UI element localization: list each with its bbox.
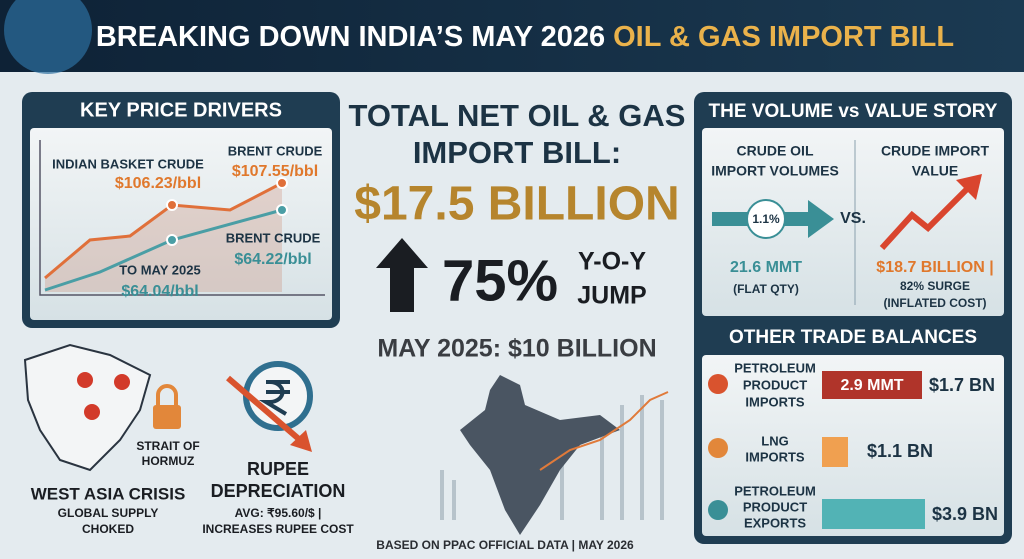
row-label: PETROLEUM (734, 483, 816, 498)
story-inner (702, 128, 1004, 316)
column-heading: VALUE (912, 163, 958, 179)
rupee-text: AVG: ₹95.60/$ | (235, 506, 322, 520)
headline-line: IMPORT BILL: (413, 135, 621, 170)
row-label: IMPORTS (745, 394, 805, 409)
point (276, 204, 288, 216)
source-note: BASED ON PPAC OFFICIAL DATA | MAY 2026 (376, 538, 634, 552)
row-label: PRODUCT (743, 377, 807, 392)
row-value: $1.1 BN (867, 441, 933, 461)
down-arrow-head (290, 430, 312, 452)
decoration (440, 470, 444, 520)
title-main: BREAKING DOWN INDIA’S MAY 2026 (96, 21, 605, 53)
value-note: (INFLATED COST) (883, 296, 986, 310)
trade-inner (702, 355, 1004, 536)
row-label: LNG (761, 433, 788, 448)
row-value: $1.7 BN (929, 375, 995, 395)
row-value: $3.9 BN (932, 504, 998, 524)
point (166, 234, 178, 246)
up-arrow (376, 238, 428, 312)
strait-label: STRAIT OF (136, 439, 199, 453)
column-heading: CRUDE OIL (737, 143, 814, 159)
strait-label: HORMUZ (142, 454, 195, 468)
decoration (620, 405, 624, 520)
crisis-title: WEST ASIA CRISIS (31, 484, 186, 503)
rupee-symbol (258, 380, 290, 416)
decoration (452, 480, 456, 520)
header-band (0, 0, 1024, 72)
globe-icon (4, 0, 92, 74)
row-label: PETROLEUM (734, 360, 816, 375)
crisis-icon (114, 374, 130, 390)
row-icon (708, 438, 728, 458)
row-label: EXPORTS (744, 515, 806, 530)
lock-shackle (156, 384, 178, 405)
price-value: $106.23/bbl (115, 175, 201, 192)
volume-note: (FLAT QTY) (733, 282, 799, 296)
row-label: IMPORTS (745, 449, 805, 464)
row-bar (822, 499, 925, 529)
point (166, 199, 178, 211)
decoration (560, 440, 564, 520)
basket-line (44, 181, 283, 280)
surge-arrow (879, 185, 971, 251)
column-heading: CRUDE IMPORT (881, 143, 990, 159)
header-title: BREAKING DOWN INDIA’S MAY 2026 OIL & GAS … (96, 21, 954, 53)
price-label: TO MAY 2025 (119, 262, 200, 277)
value-note: 82% SURGE (900, 279, 970, 293)
crisis-text: CHOKED (82, 522, 134, 536)
down-arrow (226, 375, 302, 443)
surge-arrow-head (956, 174, 982, 200)
panel-title: OTHER TRADE BALANCES (729, 327, 977, 348)
brent-line (44, 208, 283, 292)
row-label: PRODUCT (743, 499, 807, 514)
trend-line (539, 391, 669, 471)
price-value: $64.04/bbl (121, 283, 198, 300)
row-bar (822, 437, 848, 467)
price-label: BRENT CRUDE (226, 230, 321, 245)
point (276, 177, 288, 189)
previous-bill: MAY 2025: $10 BILLION (377, 335, 656, 363)
decoration (660, 400, 664, 520)
growth-note: Y-O-Y (578, 248, 646, 276)
headline-line: TOTAL NET OIL & GAS (348, 98, 685, 133)
price-value: $107.55/bbl (232, 163, 318, 180)
rupee-text: INCREASES RUPEE COST (202, 522, 354, 536)
market-bars (440, 395, 664, 520)
column-heading: IMPORT VOLUMES (711, 163, 839, 179)
change-badge (746, 199, 786, 239)
crisis-text: GLOBAL SUPPLY (58, 506, 159, 520)
vs-label: VS. (840, 210, 866, 227)
value-amount: $18.7 BILLION | (876, 259, 993, 276)
price-panel-inner (30, 128, 332, 320)
decoration (600, 420, 604, 520)
growth: 75% (442, 248, 558, 313)
row-icon (708, 500, 728, 520)
rupee-title: DEPRECIATION (211, 481, 346, 501)
crisis-icon (84, 404, 100, 420)
decoration (640, 395, 644, 520)
row-bar (822, 371, 922, 399)
india-map (460, 375, 620, 535)
headline-amount: $17.5 BILLION (354, 178, 679, 231)
title-highlight: OIL & GAS IMPORT BILL (613, 21, 954, 53)
rupee-title: RUPEE (247, 459, 309, 479)
lock-icon (153, 405, 181, 429)
price-label: INDIAN BASKET CRUDE (52, 156, 204, 171)
chart-axes (39, 140, 325, 296)
growth-note: JUMP (577, 282, 646, 310)
volume-amount: 21.6 MMT (730, 259, 802, 276)
panel-title: KEY PRICE DRIVERS (80, 99, 282, 121)
volume-change: 1.1% (752, 212, 780, 226)
price-value: $64.22/bbl (234, 251, 311, 268)
price-label: BRENT CRUDE (228, 143, 323, 158)
crisis-icon (77, 372, 93, 388)
row-quantity: 2.9 MMT (840, 377, 903, 394)
panel-title: THE VOLUME vs VALUE STORY (709, 101, 998, 122)
row-icon (708, 374, 728, 394)
